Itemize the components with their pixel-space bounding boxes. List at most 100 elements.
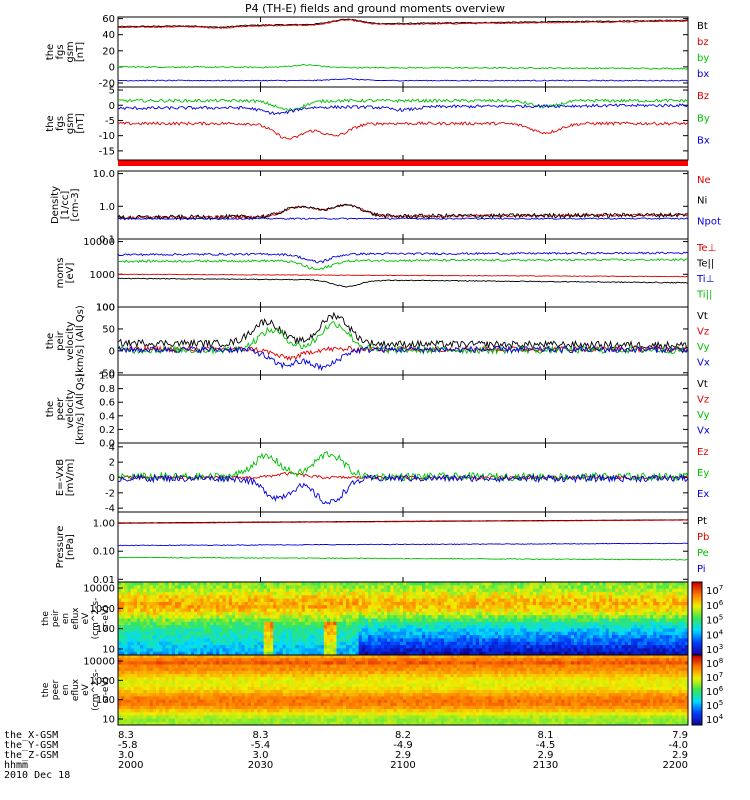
- spec-cell: [371, 588, 375, 593]
- spec-cell: [257, 648, 261, 653]
- spec-cell: [491, 631, 496, 636]
- spec-cell: [320, 585, 325, 590]
- spec-cell: [197, 645, 201, 649]
- spec-cell: [190, 709, 195, 713]
- spec-cell: [510, 635, 515, 639]
- spec-cell: [501, 645, 505, 649]
- spec-cell: [228, 605, 233, 609]
- spec-cell: [203, 638, 208, 643]
- spec-cell: [580, 621, 584, 626]
- spec-cell: [190, 655, 195, 659]
- spec-cell: [577, 591, 581, 596]
- spec-cell: [631, 645, 635, 649]
- spec-cell: [409, 601, 413, 606]
- spec-cell: [162, 721, 166, 726]
- spec-cell: [118, 677, 122, 681]
- spec-cell: [365, 628, 369, 633]
- spec-cell: [428, 591, 432, 596]
- spec-cell: [437, 588, 442, 593]
- spec-cell: [162, 628, 166, 633]
- spec-cell: [311, 621, 315, 626]
- spec-cell: [165, 651, 170, 656]
- spec-cell: [646, 625, 651, 629]
- spec-cell: [130, 658, 135, 662]
- spec-cell: [187, 605, 192, 609]
- spec-cell: [270, 651, 274, 656]
- spec-cell: [418, 621, 423, 626]
- spec-cell: [650, 605, 654, 609]
- spec-cell: [640, 605, 645, 609]
- spec-cell: [380, 645, 385, 649]
- spec-cell: [333, 635, 337, 639]
- spec-cell: [507, 641, 512, 646]
- spec-cell: [415, 628, 420, 633]
- spec-cell: [346, 585, 350, 590]
- spec-cell: [599, 595, 603, 599]
- spec-cell: [146, 651, 151, 656]
- spec-cell: [444, 601, 448, 606]
- spec-cell: [463, 585, 467, 590]
- spec-cell: [662, 641, 667, 646]
- spec-cell: [352, 635, 356, 639]
- spec-cell: [593, 628, 597, 633]
- spec-cell: [314, 645, 318, 649]
- spec-cell: [678, 648, 683, 653]
- spec-cell: [358, 585, 363, 590]
- spec-cell: [463, 645, 467, 649]
- spec-cell: [143, 667, 147, 672]
- spec-cell: [228, 648, 233, 653]
- spec-cell: [447, 638, 451, 643]
- legend-Bt: Bt: [697, 21, 708, 32]
- ytick-label: -50: [99, 368, 115, 379]
- spec-cell: [279, 595, 284, 599]
- spec-cell: [574, 638, 578, 643]
- spec-cell: [399, 641, 404, 646]
- spec-cell: [605, 648, 610, 653]
- spec-cell: [130, 621, 135, 626]
- spec-cell: [292, 635, 296, 639]
- spec-cell: [298, 608, 303, 613]
- spec-cell: [127, 591, 132, 596]
- spec-cell: [216, 645, 220, 649]
- spec-cell: [137, 628, 141, 633]
- spec-cell: [637, 598, 641, 603]
- spec-cell: [200, 598, 204, 603]
- spec-cell: [190, 718, 195, 723]
- spec-cell: [422, 648, 426, 653]
- spec-cell: [422, 591, 426, 596]
- spec-cell: [298, 615, 303, 619]
- spec-cell: [608, 648, 613, 653]
- spec-cell: [551, 651, 556, 656]
- spec-cell: [289, 598, 293, 603]
- spec-cell: [257, 628, 261, 633]
- spec-cell: [415, 631, 420, 636]
- spec-cell: [146, 690, 151, 694]
- spec-cell: [165, 709, 170, 713]
- spec-cell: [270, 588, 274, 593]
- spec-cell: [501, 625, 505, 629]
- spec-cell: [612, 651, 616, 656]
- spec-cell: [175, 615, 179, 619]
- spec-cell: [684, 582, 689, 586]
- spec-cell: [216, 588, 220, 593]
- spec-cell: [409, 645, 413, 649]
- spec-cell: [558, 595, 562, 599]
- spec-cell: [124, 699, 128, 704]
- spec-cell: [247, 585, 252, 590]
- spec-cell: [260, 595, 265, 599]
- spec-cell: [637, 648, 641, 653]
- spec-cell: [415, 585, 420, 590]
- spec-cell: [263, 595, 268, 599]
- spec-cell: [121, 631, 125, 636]
- spec-cell: [501, 582, 505, 586]
- spec-cell: [152, 683, 157, 688]
- spec-cell: [171, 674, 176, 678]
- spec-cell: [247, 582, 252, 586]
- spec-cell: [646, 585, 651, 590]
- spec-cell: [555, 591, 559, 596]
- spec-cell: [659, 608, 664, 613]
- spec-cell: [209, 715, 214, 720]
- spec-cell: [406, 628, 410, 633]
- spec-cell: [472, 638, 477, 643]
- spec-cell: [156, 655, 160, 659]
